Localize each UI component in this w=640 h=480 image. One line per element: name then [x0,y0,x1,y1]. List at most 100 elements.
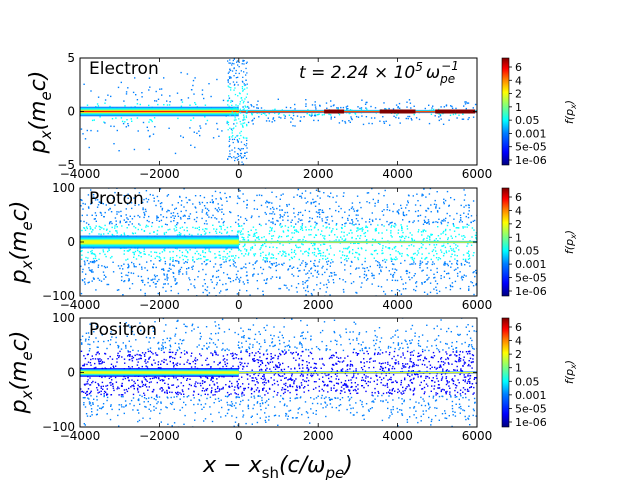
density-cell [111,336,113,338]
density-cell [90,390,92,392]
density-cell [332,104,335,107]
density-cell [143,397,146,399]
density-cell [424,221,426,223]
density-cell [246,365,248,367]
density-cell [184,325,187,327]
density-cell [348,209,351,211]
density-cell [166,195,168,197]
density-cell [422,359,425,362]
density-cell [176,320,178,322]
density-cell [143,216,145,219]
density-cell [147,129,149,132]
density-cell [350,260,353,263]
density-cell [391,393,393,395]
density-cell [123,234,126,236]
density-cell [365,107,367,109]
density-cell [201,211,203,213]
density-cell [209,342,211,344]
density-cell [302,283,304,285]
density-cell [271,276,274,278]
density-cell [306,412,309,414]
density-cell [127,266,130,268]
density-cell [137,130,139,132]
density-cell [136,103,139,105]
shock-plume-cell [231,70,234,72]
density-cell [167,194,170,196]
density-cell [354,323,357,325]
shock-plume-cell [234,93,237,96]
shock-plume-cell [246,125,248,127]
density-cell [438,366,441,369]
density-cell [237,230,239,233]
density-cell [229,211,231,213]
density-cell [365,375,367,377]
density-cell [305,105,307,107]
density-cell [260,266,262,269]
density-cell [358,254,361,256]
density-cell [138,419,141,422]
density-cell [200,335,202,338]
density-cell [397,411,399,413]
density-cell [177,393,179,396]
density-cell [252,407,254,410]
density-cell [228,386,230,388]
density-cell [326,107,328,109]
density-cell [269,230,271,232]
density-cell [204,418,207,420]
density-cell [380,363,383,365]
density-cell [369,172,370,173]
density-cell [183,396,185,398]
density-cell [229,265,231,267]
density-cell [240,327,242,329]
density-cell [387,347,390,349]
density-cell [352,370,355,372]
density-cell [241,393,243,395]
density-cell [426,340,429,342]
density-cell [129,287,131,290]
density-cell [411,234,413,236]
density-cell [80,265,82,267]
density-cell [440,373,443,376]
density-cell [127,250,130,252]
density-cell [220,399,222,401]
density-cell [170,355,172,358]
density-cell [278,366,280,368]
density-cell [308,248,310,251]
density-cell [181,226,184,228]
density-cell [189,104,191,106]
density-cell [354,256,356,258]
density-cell [371,188,373,190]
density-cell [469,265,471,267]
density-cell [323,243,326,245]
density-cell [264,211,266,214]
density-cell [271,238,273,240]
density-cell [413,406,416,408]
density-cell [369,358,371,360]
density-cell [148,215,150,218]
density-cell [154,126,156,128]
density-cell [247,231,249,233]
density-cell [392,275,394,277]
density-cell [164,260,166,263]
density-cell [332,228,334,230]
density-cell [172,259,174,261]
density-cell [134,354,136,357]
shock-plume-cell [231,111,234,113]
density-cell [201,89,204,91]
density-cell [366,350,368,353]
density-cell [339,398,341,401]
density-cell [159,379,161,382]
density-cell [297,231,300,233]
density-cell [254,333,257,336]
density-cell [140,275,143,278]
density-cell [254,262,256,264]
density-cell [331,230,333,232]
density-cell [435,257,438,259]
density-cell [421,270,423,272]
density-cell [273,262,275,265]
shock-plume-cell [237,134,239,137]
density-cell [282,308,283,309]
density-cell [88,401,91,403]
density-cell [313,244,316,246]
density-cell [87,282,89,284]
